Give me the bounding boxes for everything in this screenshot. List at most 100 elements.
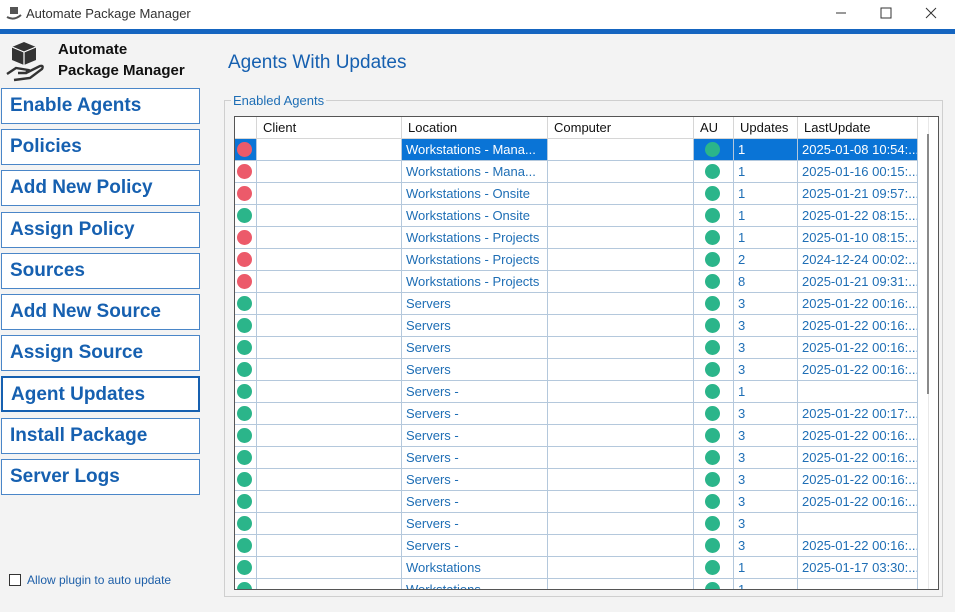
redacted-cell[interactable] (257, 271, 402, 293)
redacted-cell[interactable] (257, 139, 402, 161)
grid-cell[interactable] (694, 337, 734, 359)
nav-button[interactable]: Enable Agents (1, 88, 200, 124)
redacted-cell[interactable] (257, 315, 402, 337)
checkbox-label[interactable]: Allow plugin to auto update (27, 573, 172, 587)
grid-cell[interactable]: Servers - (402, 425, 548, 447)
grid-cell[interactable]: Workstations - Projects (402, 227, 548, 249)
grid-cell[interactable]: 2025-01-21 09:31:... (798, 271, 918, 293)
column-header[interactable]: LastUpdate (798, 117, 918, 139)
grid-cell[interactable]: 1 (734, 227, 798, 249)
redacted-cell[interactable] (257, 469, 402, 491)
redacted-cell[interactable] (257, 381, 402, 403)
grid-cell[interactable] (694, 535, 734, 557)
grid-cell[interactable]: 2 (734, 249, 798, 271)
grid-cell[interactable]: 3 (734, 403, 798, 425)
redacted-cell[interactable] (548, 161, 694, 183)
grid-cell[interactable] (694, 491, 734, 513)
redacted-cell[interactable] (257, 337, 402, 359)
grid-cell[interactable]: Workstations - Mana... (402, 139, 548, 161)
grid-cell[interactable]: Servers - (402, 535, 548, 557)
grid-cell[interactable]: Servers - (402, 447, 548, 469)
grid-cell[interactable]: Workstations - Onsite (402, 183, 548, 205)
grid-cell[interactable]: 2025-01-22 00:16:... (798, 337, 918, 359)
grid-cell[interactable] (694, 381, 734, 403)
grid-cell[interactable] (235, 227, 257, 249)
grid-cell[interactable] (235, 513, 257, 535)
grid-cell[interactable] (694, 469, 734, 491)
column-header[interactable]: AU (694, 117, 734, 139)
scrollbar-thumb[interactable] (927, 134, 929, 394)
grid-cell[interactable] (235, 337, 257, 359)
grid-cell[interactable] (235, 271, 257, 293)
grid-cell[interactable]: 3 (734, 513, 798, 535)
redacted-cell[interactable] (257, 161, 402, 183)
grid-cell[interactable]: Workstations - Onsite (402, 205, 548, 227)
grid-cell[interactable]: 3 (734, 337, 798, 359)
grid-cell[interactable] (694, 249, 734, 271)
redacted-cell[interactable] (257, 293, 402, 315)
grid-cell[interactable] (694, 579, 734, 589)
redacted-cell[interactable] (548, 381, 694, 403)
grid-cell[interactable] (235, 447, 257, 469)
grid-cell[interactable]: 1 (734, 381, 798, 403)
grid-cell[interactable] (694, 513, 734, 535)
grid-cell[interactable]: 1 (734, 161, 798, 183)
window-controls[interactable] (830, 0, 955, 28)
grid-cell[interactable] (798, 579, 918, 589)
redacted-cell[interactable] (257, 249, 402, 271)
grid-cell[interactable] (235, 403, 257, 425)
grid-cell[interactable]: 3 (734, 293, 798, 315)
grid-cell[interactable]: 3 (734, 315, 798, 337)
grid-cell[interactable]: 3 (734, 359, 798, 381)
nav-button[interactable]: Agent Updates (1, 376, 200, 413)
grid-cell[interactable] (694, 271, 734, 293)
redacted-cell[interactable] (548, 447, 694, 469)
redacted-cell[interactable] (257, 579, 402, 589)
grid-cell[interactable]: Servers (402, 315, 548, 337)
grid-cell[interactable]: 2025-01-22 00:16:... (798, 425, 918, 447)
redacted-cell[interactable] (548, 513, 694, 535)
grid-cell[interactable]: 8 (734, 271, 798, 293)
redacted-cell[interactable] (548, 205, 694, 227)
grid-cell[interactable]: 2025-01-08 10:54:... (798, 139, 918, 161)
grid-cell[interactable] (235, 161, 257, 183)
column-header[interactable]: Computer (548, 117, 694, 139)
redacted-cell[interactable] (548, 139, 694, 161)
grid-cell[interactable] (694, 161, 734, 183)
grid-cell[interactable]: 3 (734, 447, 798, 469)
grid-cell[interactable]: 1 (734, 579, 798, 589)
nav-button[interactable]: Sources (1, 252, 200, 289)
grid-cell[interactable] (235, 579, 257, 589)
redacted-cell[interactable] (257, 557, 402, 579)
grid-cell[interactable] (235, 249, 257, 271)
grid-cell[interactable]: 3 (734, 425, 798, 447)
grid-cell[interactable]: Workstations - Mana... (402, 161, 548, 183)
redacted-cell[interactable] (257, 491, 402, 513)
redacted-cell[interactable] (548, 337, 694, 359)
grid-cell[interactable]: 2025-01-10 08:15:... (798, 227, 918, 249)
grid-cell[interactable]: Servers (402, 337, 548, 359)
redacted-cell[interactable] (548, 579, 694, 589)
column-header[interactable]: Updates (734, 117, 798, 139)
grid-cell[interactable]: 2025-01-22 00:16:... (798, 447, 918, 469)
redacted-cell[interactable] (257, 227, 402, 249)
grid-cell[interactable] (694, 139, 734, 161)
grid-cell[interactable] (798, 513, 918, 535)
grid-cell[interactable] (235, 293, 257, 315)
nav-button[interactable]: Assign Source (1, 335, 200, 372)
grid-cell[interactable]: 1 (734, 557, 798, 579)
grid-cell[interactable] (798, 381, 918, 403)
grid-cell[interactable] (235, 139, 257, 161)
grid-cell[interactable]: Workstations (402, 557, 548, 579)
grid-cell[interactable]: 2025-01-22 00:16:... (798, 491, 918, 513)
grid-cell[interactable] (694, 557, 734, 579)
column-header[interactable]: Client (257, 117, 402, 139)
redacted-cell[interactable] (548, 293, 694, 315)
grid-cell[interactable]: 2025-01-22 00:16:... (798, 535, 918, 557)
redacted-cell[interactable] (548, 491, 694, 513)
grid-cell[interactable] (694, 293, 734, 315)
nav-button[interactable]: Assign Policy (1, 211, 200, 248)
grid-cell[interactable]: 2025-01-22 08:15:... (798, 205, 918, 227)
grid-cell[interactable]: Servers - (402, 491, 548, 513)
redacted-cell[interactable] (548, 403, 694, 425)
